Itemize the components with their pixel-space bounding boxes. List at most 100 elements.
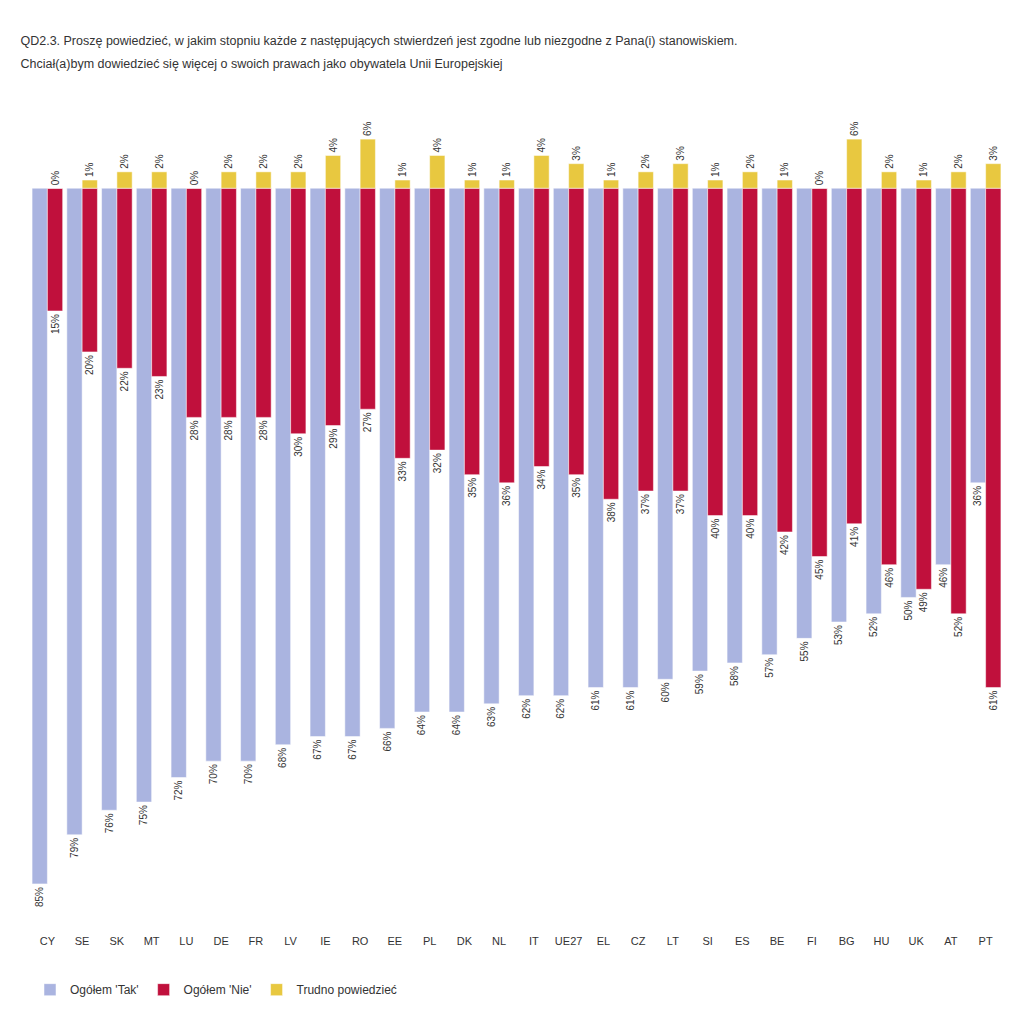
svg-text:50%: 50%	[903, 600, 914, 620]
svg-text:0%: 0%	[189, 171, 200, 186]
svg-text:27%: 27%	[362, 412, 373, 432]
svg-text:40%: 40%	[745, 519, 756, 539]
svg-text:28%: 28%	[189, 420, 200, 440]
svg-text:70%: 70%	[208, 764, 219, 784]
svg-text:52%: 52%	[953, 617, 964, 637]
svg-text:IT: IT	[529, 935, 539, 947]
svg-text:UE27: UE27	[555, 935, 583, 947]
svg-text:38%: 38%	[606, 502, 617, 522]
svg-text:UK: UK	[908, 935, 924, 947]
svg-text:LV: LV	[284, 935, 297, 947]
svg-text:22%: 22%	[119, 371, 130, 391]
svg-text:64%: 64%	[416, 715, 427, 735]
svg-text:23%: 23%	[154, 379, 165, 399]
svg-text:45%: 45%	[814, 560, 825, 580]
svg-text:DK: DK	[457, 935, 473, 947]
svg-text:70%: 70%	[243, 764, 254, 784]
svg-text:57%: 57%	[764, 658, 775, 678]
svg-text:40%: 40%	[710, 519, 721, 539]
svg-text:1%: 1%	[918, 162, 929, 177]
svg-text:67%: 67%	[312, 740, 323, 760]
svg-text:61%: 61%	[625, 690, 636, 710]
svg-text:79%: 79%	[69, 838, 80, 858]
svg-text:AT: AT	[944, 935, 958, 947]
svg-text:55%: 55%	[799, 641, 810, 661]
svg-text:LT: LT	[667, 935, 679, 947]
svg-text:85%: 85%	[34, 887, 45, 907]
svg-text:6%: 6%	[849, 122, 860, 137]
svg-text:DE: DE	[213, 935, 228, 947]
svg-text:64%: 64%	[451, 715, 462, 735]
svg-text:49%: 49%	[918, 592, 929, 612]
svg-text:CY: CY	[40, 935, 56, 947]
svg-text:Trudno powiedzieć: Trudno powiedzieć	[297, 983, 397, 997]
svg-text:60%: 60%	[660, 682, 671, 702]
svg-text:CZ: CZ	[631, 935, 646, 947]
svg-text:LU: LU	[179, 935, 193, 947]
svg-text:QD2.3. Proszę powiedzieć, w ja: QD2.3. Proszę powiedzieć, w jakim stopni…	[20, 34, 737, 48]
svg-text:4%: 4%	[328, 138, 339, 153]
svg-text:PL: PL	[423, 935, 436, 947]
svg-text:PT: PT	[979, 935, 993, 947]
svg-text:34%: 34%	[536, 469, 547, 489]
svg-text:58%: 58%	[729, 666, 740, 686]
svg-text:46%: 46%	[938, 568, 949, 588]
svg-text:FI: FI	[807, 935, 817, 947]
svg-text:3%: 3%	[675, 146, 686, 161]
svg-text:46%: 46%	[884, 568, 895, 588]
svg-text:3%: 3%	[571, 146, 582, 161]
svg-text:41%: 41%	[849, 527, 860, 547]
svg-text:1%: 1%	[779, 162, 790, 177]
svg-text:2%: 2%	[223, 154, 234, 169]
svg-text:66%: 66%	[382, 731, 393, 751]
svg-text:2%: 2%	[293, 154, 304, 169]
svg-text:2%: 2%	[884, 154, 895, 169]
svg-text:30%: 30%	[293, 437, 304, 457]
svg-text:EE: EE	[388, 935, 403, 947]
svg-text:15%: 15%	[50, 314, 61, 334]
svg-text:35%: 35%	[467, 478, 478, 498]
svg-text:29%: 29%	[328, 429, 339, 449]
svg-text:2%: 2%	[258, 154, 269, 169]
svg-text:63%: 63%	[486, 707, 497, 727]
svg-text:IE: IE	[320, 935, 330, 947]
svg-text:20%: 20%	[84, 355, 95, 375]
svg-text:36%: 36%	[972, 486, 983, 506]
svg-text:SE: SE	[75, 935, 90, 947]
svg-text:4%: 4%	[432, 138, 443, 153]
svg-text:36%: 36%	[501, 486, 512, 506]
svg-text:FR: FR	[249, 935, 264, 947]
svg-text:37%: 37%	[640, 494, 651, 514]
svg-text:32%: 32%	[432, 453, 443, 473]
svg-text:2%: 2%	[953, 154, 964, 169]
svg-text:59%: 59%	[694, 674, 705, 694]
svg-text:MT: MT	[144, 935, 160, 947]
svg-text:33%: 33%	[397, 461, 408, 481]
svg-text:SK: SK	[110, 935, 125, 947]
svg-text:1%: 1%	[467, 162, 478, 177]
svg-text:52%: 52%	[868, 617, 879, 637]
svg-text:2%: 2%	[154, 154, 165, 169]
svg-text:28%: 28%	[223, 420, 234, 440]
svg-text:35%: 35%	[571, 478, 582, 498]
svg-text:0%: 0%	[814, 171, 825, 186]
svg-text:42%: 42%	[779, 535, 790, 555]
svg-text:76%: 76%	[104, 813, 115, 833]
svg-text:1%: 1%	[84, 162, 95, 177]
svg-text:53%: 53%	[833, 625, 844, 645]
svg-text:3%: 3%	[988, 146, 999, 161]
svg-text:2%: 2%	[640, 154, 651, 169]
svg-text:Ogółem 'Nie': Ogółem 'Nie'	[184, 983, 252, 997]
svg-text:68%: 68%	[277, 748, 288, 768]
svg-text:Ogółem 'Tak': Ogółem 'Tak'	[70, 983, 139, 997]
svg-text:BG: BG	[839, 935, 855, 947]
svg-text:SI: SI	[702, 935, 712, 947]
svg-text:2%: 2%	[119, 154, 130, 169]
svg-text:4%: 4%	[536, 138, 547, 153]
svg-text:1%: 1%	[606, 162, 617, 177]
svg-text:EL: EL	[597, 935, 610, 947]
svg-text:BE: BE	[770, 935, 785, 947]
svg-text:NL: NL	[492, 935, 506, 947]
svg-text:HU: HU	[873, 935, 889, 947]
svg-text:61%: 61%	[590, 690, 601, 710]
